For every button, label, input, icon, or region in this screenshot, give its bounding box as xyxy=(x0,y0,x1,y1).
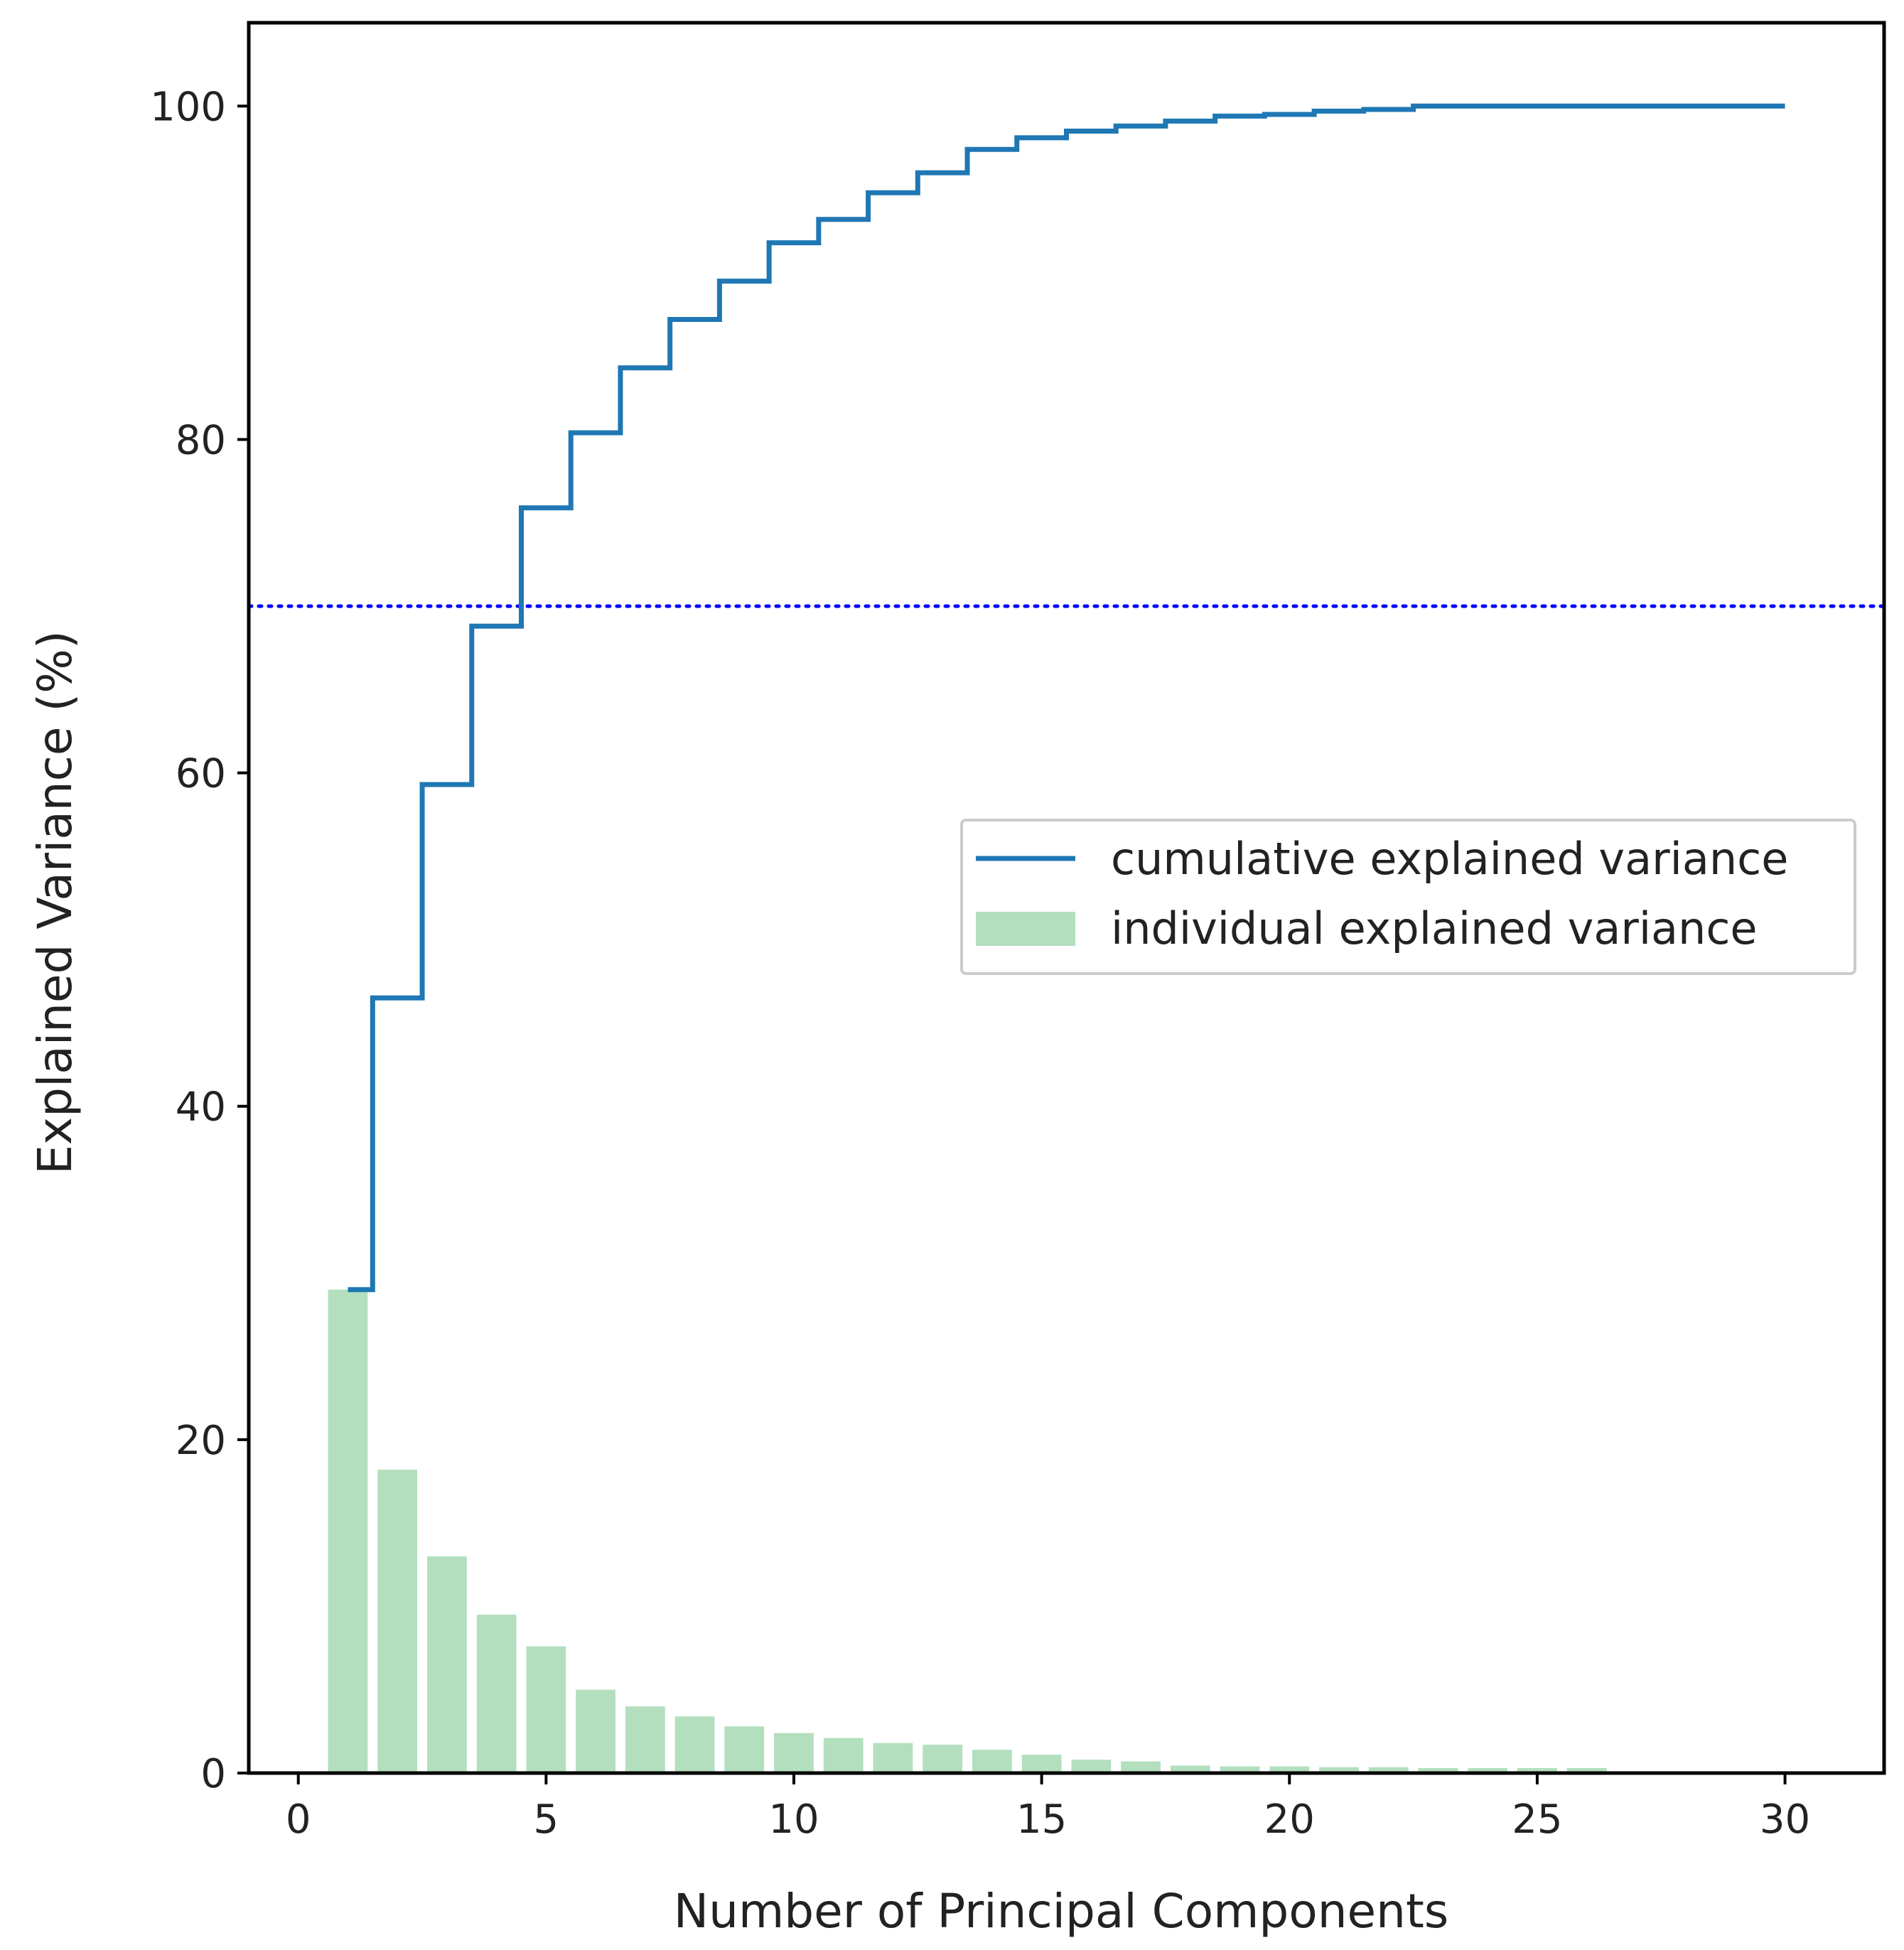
bar xyxy=(1418,1767,1458,1773)
bar xyxy=(923,1745,963,1773)
bar xyxy=(1021,1755,1062,1773)
bar xyxy=(526,1646,566,1773)
bar xyxy=(377,1470,418,1773)
x-tick-label: 20 xyxy=(1264,1797,1315,1843)
x-axis-ticks: 0 5 10 15 20 25 30 xyxy=(286,1773,1810,1843)
y-tick-label: 60 xyxy=(176,751,226,797)
y-tick-label: 100 xyxy=(150,84,226,130)
bar xyxy=(1468,1767,1508,1773)
x-tick-label: 30 xyxy=(1760,1797,1810,1843)
bar xyxy=(1566,1767,1607,1773)
bar xyxy=(625,1706,665,1773)
y-tick-label: 80 xyxy=(176,417,226,463)
y-axis-label: Explained Variance (%) xyxy=(28,630,82,1174)
y-tick-label: 40 xyxy=(176,1084,226,1131)
bar xyxy=(823,1738,864,1773)
bar xyxy=(1319,1767,1359,1773)
bar xyxy=(972,1750,1012,1773)
y-tick-label: 20 xyxy=(176,1418,226,1464)
legend-label-individual: individual explained variance xyxy=(1111,903,1758,954)
legend-swatch-individual xyxy=(976,912,1075,946)
legend: cumulative explained variance individual… xyxy=(960,819,1856,975)
bar xyxy=(1071,1760,1112,1773)
x-tick-label: 25 xyxy=(1512,1797,1562,1843)
bar xyxy=(774,1733,814,1773)
cumulative-step-line xyxy=(348,103,1785,1293)
bar xyxy=(1517,1767,1557,1773)
x-tick-label: 15 xyxy=(1016,1797,1067,1843)
bar xyxy=(1368,1767,1409,1773)
legend-label-cumulative: cumulative explained variance xyxy=(1111,833,1788,885)
bar xyxy=(1121,1761,1161,1773)
x-axis-label: Number of Principal Components xyxy=(674,1884,1448,1939)
x-tick-label: 10 xyxy=(768,1797,819,1843)
bar xyxy=(576,1689,615,1773)
bar xyxy=(1269,1766,1310,1773)
bar xyxy=(328,1289,368,1773)
bar xyxy=(1220,1766,1260,1773)
y-tick-label: 0 xyxy=(200,1751,226,1797)
bar-series-individual xyxy=(328,1289,1805,1773)
bar xyxy=(427,1556,467,1773)
bar xyxy=(476,1615,517,1773)
bar xyxy=(674,1716,715,1773)
y-axis-ticks: 0 20 40 60 80 100 xyxy=(150,84,249,1797)
legend-box xyxy=(960,819,1856,975)
bar xyxy=(873,1742,913,1773)
x-tick-label: 5 xyxy=(534,1797,559,1843)
bar xyxy=(724,1726,765,1773)
x-tick-label: 0 xyxy=(286,1797,311,1843)
bar xyxy=(1170,1765,1210,1773)
axes-frame xyxy=(247,21,1886,1775)
